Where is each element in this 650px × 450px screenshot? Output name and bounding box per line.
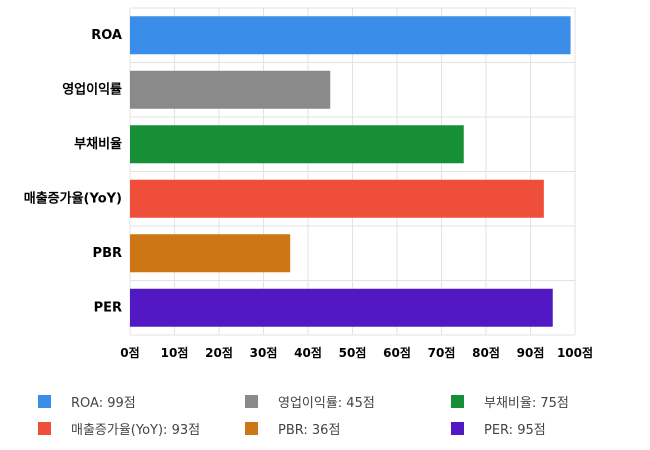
bar-4 bbox=[130, 234, 291, 273]
legend-swatch-3 bbox=[38, 421, 51, 435]
x-tick-label-4: 40점 bbox=[294, 345, 322, 360]
legend-item-5: PER: 95점 bbox=[451, 415, 546, 441]
x-tick-label-1: 10점 bbox=[161, 345, 189, 360]
bar-3 bbox=[130, 179, 544, 218]
legend-item-4: PBR: 36점 bbox=[245, 415, 340, 441]
legend-item-1: 영업이익률: 45점 bbox=[245, 388, 375, 414]
legend-swatch-1 bbox=[245, 394, 258, 408]
x-tick-label-6: 60점 bbox=[383, 345, 411, 360]
x-tick-label-2: 20점 bbox=[205, 345, 233, 360]
legend-item-2: 부채비율: 75점 bbox=[451, 388, 569, 414]
x-tick-labels: 0점 10점 20점 30점 40점 50점 60점 70점 80점 90점 100점 bbox=[120, 345, 593, 360]
category-label-1: 영업이익률 bbox=[62, 81, 122, 97]
category-label-3: 매출증가율(YoY) bbox=[24, 190, 122, 206]
legend-swatch-5 bbox=[451, 421, 464, 435]
category-label-5: PER bbox=[94, 300, 122, 315]
x-tick-label-7: 70점 bbox=[428, 345, 456, 360]
bar-1 bbox=[130, 70, 331, 109]
x-tick-label-10: 100점 bbox=[557, 345, 593, 360]
bar-5 bbox=[130, 288, 553, 327]
bar-0 bbox=[130, 16, 571, 55]
x-tick-label-3: 30점 bbox=[250, 345, 278, 360]
legend-label-3: 매출증가율(YoY): 93점 bbox=[71, 422, 201, 438]
category-label-0: ROA bbox=[91, 28, 122, 43]
x-tick-label-9: 90점 bbox=[517, 345, 545, 360]
grid-lines bbox=[129, 7, 576, 336]
x-tick-label-0: 0점 bbox=[120, 345, 139, 360]
legend-swatch-0 bbox=[38, 394, 51, 408]
category-label-2: 부채비율 bbox=[74, 136, 122, 152]
legend-item-0: ROA: 99점 bbox=[38, 388, 136, 414]
legend-item-3: 매출증가율(YoY): 93점 bbox=[38, 415, 200, 441]
bars bbox=[130, 16, 571, 327]
x-tick-label-8: 80점 bbox=[472, 345, 500, 360]
legend-label-5: PER: 95점 bbox=[484, 422, 546, 438]
legend-swatch-4 bbox=[245, 421, 258, 435]
bar-2 bbox=[130, 125, 464, 164]
legend-label-0: ROA: 99점 bbox=[71, 395, 136, 411]
legend-label-2: 부채비율: 75점 bbox=[484, 395, 569, 411]
category-label-4: PBR bbox=[93, 246, 122, 261]
legend-label-4: PBR: 36점 bbox=[278, 422, 341, 438]
x-tick-label-5: 50점 bbox=[339, 345, 367, 360]
legend-label-1: 영업이익률: 45점 bbox=[278, 395, 375, 411]
legend-swatch-2 bbox=[451, 394, 464, 408]
